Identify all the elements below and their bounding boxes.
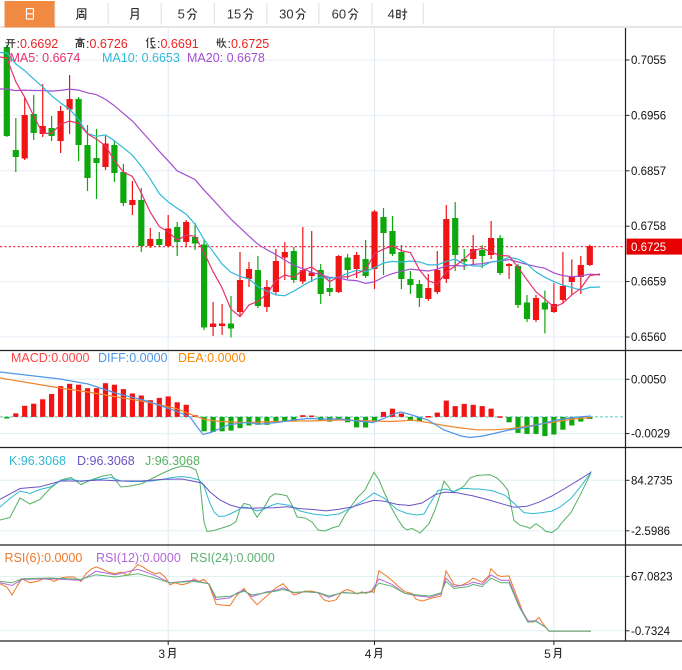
svg-text:67.0823: 67.0823 (631, 571, 673, 583)
svg-text:0.6659: 0.6659 (631, 277, 666, 289)
svg-text:0.6758: 0.6758 (631, 221, 666, 233)
svg-text:4: 4 (388, 7, 395, 22)
svg-text::0.6691: :0.6691 (157, 37, 199, 51)
svg-text:-2.5986: -2.5986 (631, 526, 670, 538)
svg-text:84.2735: 84.2735 (631, 475, 673, 487)
svg-text:5: 5 (178, 7, 185, 22)
svg-text:3: 3 (158, 647, 165, 661)
svg-text:30: 30 (279, 7, 293, 22)
svg-text:15: 15 (227, 7, 241, 22)
svg-text:0.0050: 0.0050 (631, 374, 666, 386)
svg-text:-0.0029: -0.0029 (631, 429, 670, 441)
svg-text::0.6726: :0.6726 (86, 37, 128, 51)
svg-text:-0.7324: -0.7324 (631, 626, 671, 638)
svg-text::0.6692: :0.6692 (17, 37, 59, 51)
svg-text:0.6956: 0.6956 (631, 110, 666, 122)
svg-text:4: 4 (365, 647, 372, 661)
svg-text:0.6725: 0.6725 (631, 242, 666, 254)
svg-text:5: 5 (544, 647, 551, 661)
svg-text::0.6725: :0.6725 (228, 37, 270, 51)
svg-text:0.6857: 0.6857 (631, 166, 666, 178)
svg-text:0.6560: 0.6560 (631, 332, 666, 344)
svg-text:60: 60 (332, 7, 346, 22)
svg-text:0.7055: 0.7055 (631, 55, 666, 67)
